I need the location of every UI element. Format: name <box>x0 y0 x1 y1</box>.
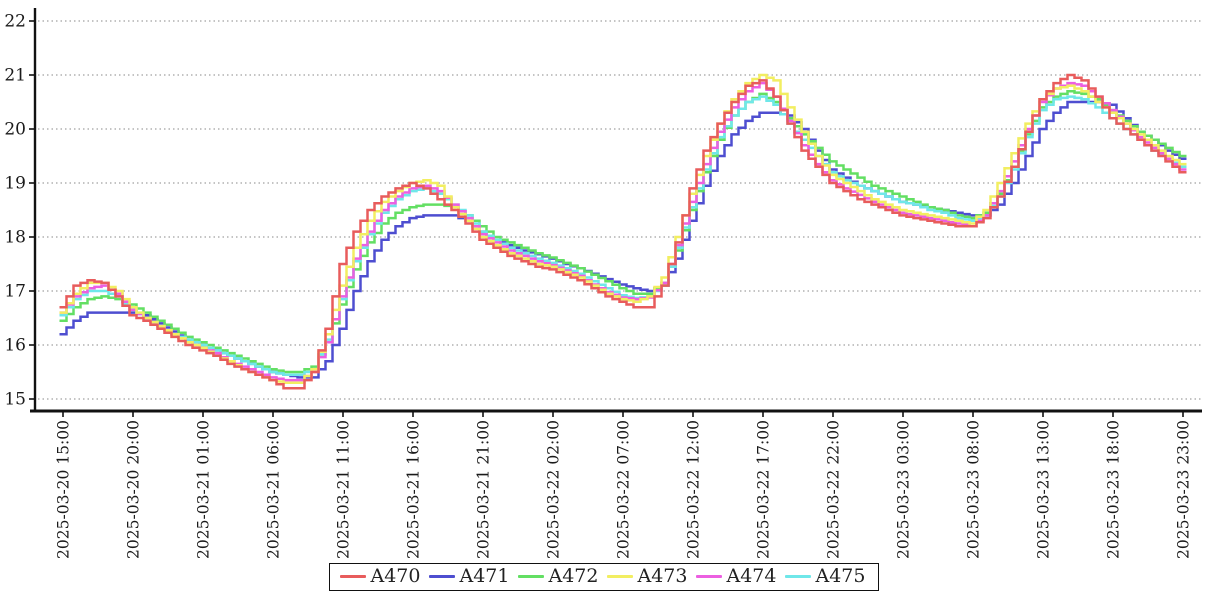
x-tick-label: 2025-03-21 21:00 <box>475 420 493 559</box>
x-tick-label: 2025-03-22 02:00 <box>545 420 563 559</box>
x-tick-label: 2025-03-21 16:00 <box>405 420 423 559</box>
series-line-a474 <box>59 81 1187 382</box>
legend-item-a475: A475 <box>784 565 866 587</box>
legend-item-a471: A471 <box>428 565 510 587</box>
legend-swatch-a474 <box>695 574 722 579</box>
x-tick-label: 2025-03-23 03:00 <box>895 420 913 559</box>
y-tick-label: 18 <box>4 228 26 248</box>
legend-label-a474: A474 <box>726 565 777 587</box>
chart-legend: A470 A471 A472 A473 A474 A475 <box>328 563 879 591</box>
y-tick-label: 19 <box>4 174 26 194</box>
legend-item-a472: A472 <box>517 565 599 587</box>
x-tick-label: 2025-03-21 11:00 <box>335 420 353 559</box>
chart-canvas: 15 16 17 18 19 20 21 22 2025-03-20 15:00 2025-03-… <box>4 8 1202 559</box>
y-tick-label: 17 <box>4 282 26 302</box>
x-tick-label: 2025-03-22 07:00 <box>615 420 633 559</box>
legend-swatch-a471 <box>428 574 455 579</box>
x-tick-label: 2025-03-23 23:00 <box>1175 420 1193 559</box>
legend-label-a470: A470 <box>370 565 421 587</box>
y-tick-label: 16 <box>4 336 26 356</box>
legend-swatch-a475 <box>784 574 811 579</box>
legend-label-a472: A472 <box>548 565 599 587</box>
series-line-a470 <box>59 73 1187 390</box>
legend-swatch-a470 <box>339 574 366 579</box>
x-tick-label: 2025-03-20 15:00 <box>55 420 73 559</box>
legend-swatch-a473 <box>606 574 633 579</box>
y-tick-label: 20 <box>4 120 26 140</box>
legend-label-a471: A471 <box>459 565 510 587</box>
x-tick-label: 2025-03-21 01:00 <box>195 420 213 559</box>
x-tick-label: 2025-03-23 18:00 <box>1105 420 1123 559</box>
y-tick-label: 15 <box>4 390 26 410</box>
x-tick-label: 2025-03-22 17:00 <box>755 420 773 559</box>
x-tick-label: 2025-03-22 12:00 <box>685 420 703 559</box>
legend-swatch-a472 <box>517 574 544 579</box>
legend-item-a474: A474 <box>695 565 777 587</box>
legend-label-a475: A475 <box>815 565 866 587</box>
series-line-a472 <box>59 89 1187 374</box>
x-tick-label: 2025-03-23 13:00 <box>1035 420 1053 559</box>
x-tick-label: 2025-03-23 08:00 <box>965 420 983 559</box>
y-tick-label: 21 <box>4 66 26 86</box>
legend-label-a473: A473 <box>637 565 688 587</box>
x-tick-label: 2025-03-21 06:00 <box>265 420 283 559</box>
y-tick-label: 22 <box>4 12 26 32</box>
legend-item-a470: A470 <box>339 565 421 587</box>
x-tick-label: 2025-03-22 22:00 <box>825 420 843 559</box>
legend-item-a473: A473 <box>606 565 688 587</box>
x-tick-label: 2025-03-20 20:00 <box>125 420 143 559</box>
series-line-a473 <box>59 73 1187 385</box>
